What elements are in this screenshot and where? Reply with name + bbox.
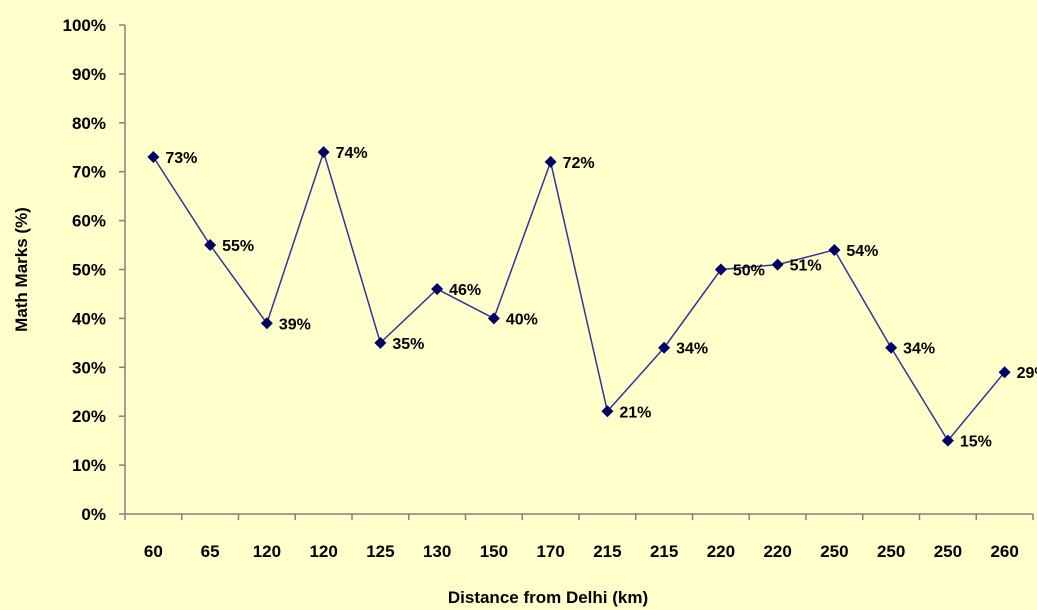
y-tick-labels: 0% 10% 20% 30% 40% 50% 60% 70% 80% 90% 100% (63, 16, 106, 524)
x-tick-label: 250 (934, 542, 962, 561)
diamond-icon (260, 317, 273, 330)
data-series (147, 146, 1011, 447)
x-tick-label: 215 (650, 542, 678, 561)
x-tick-label: 215 (593, 542, 621, 561)
diamond-icon (998, 366, 1011, 379)
y-tick-label: 20% (72, 407, 106, 426)
x-tick-label: 65 (201, 542, 220, 561)
diamond-icon (317, 146, 330, 159)
diamond-icon (658, 341, 671, 354)
y-tick-label: 40% (72, 309, 106, 328)
data-label: 40% (506, 311, 538, 328)
diamond-icon (204, 239, 217, 252)
diamond-icon (601, 405, 614, 418)
data-label: 46% (449, 282, 481, 299)
diamond-icon (431, 283, 444, 296)
y-tick-label: 80% (72, 114, 106, 133)
data-label: 51% (790, 258, 822, 275)
diamond-icon (941, 434, 954, 447)
x-tick-label: 150 (480, 542, 508, 561)
data-label: 54% (846, 243, 878, 260)
data-label: 29% (1017, 365, 1037, 382)
diamond-icon (487, 312, 500, 325)
x-tick-labels: 60 65 120 120 125 130 150 170 215 215 220 220 250 250… (144, 542, 1019, 561)
x-tick-label: 60 (144, 542, 163, 561)
y-tick-label: 30% (72, 358, 106, 377)
data-label: 55% (222, 238, 254, 255)
diamond-icon (885, 341, 898, 354)
data-label: 15% (960, 434, 992, 451)
diamond-icon (828, 243, 841, 256)
x-tick-label: 260 (990, 542, 1018, 561)
data-label: 73% (165, 150, 197, 167)
data-label: 34% (676, 341, 708, 358)
data-label: 72% (563, 155, 595, 172)
axes (119, 24, 1034, 520)
x-tick-label: 120 (253, 542, 281, 561)
diamond-icon (374, 336, 387, 349)
y-tick-label: 10% (72, 456, 106, 475)
data-label: 39% (279, 316, 311, 333)
y-tick-label: 100% (63, 16, 106, 35)
y-axis-title: Math Marks (%) (12, 207, 31, 332)
x-tick-label: 220 (707, 542, 735, 561)
y-tick-label: 70% (72, 163, 106, 182)
data-label: 34% (903, 341, 935, 358)
x-tick-label: 220 (763, 542, 791, 561)
y-tick-label: 60% (72, 212, 106, 231)
diamond-icon (771, 258, 784, 271)
data-label: 21% (619, 404, 651, 421)
y-tick-label: 90% (72, 65, 106, 84)
series-line (152, 149, 1006, 442)
x-tick-label: 250 (877, 542, 905, 561)
x-tick-label: 170 (536, 542, 564, 561)
x-axis-title: Distance from Delhi (km) (448, 588, 648, 607)
diamond-icon (544, 155, 557, 168)
data-label: 35% (392, 336, 424, 353)
x-tick-label: 130 (423, 542, 451, 561)
data-label: 74% (336, 145, 368, 162)
x-tick-label: 125 (366, 542, 394, 561)
diamond-icon (714, 263, 727, 276)
x-tick-label: 250 (820, 542, 848, 561)
data-labels: 73% 55% 39% 74% 35% 46% 40% 72% 21% 34% 50% 51% 54% 3… (165, 145, 1037, 451)
data-label: 50% (733, 263, 765, 280)
y-tick-label: 0% (81, 505, 106, 524)
diamond-icon (147, 151, 160, 164)
x-tick-label: 120 (309, 542, 337, 561)
y-tick-label: 50% (72, 261, 106, 280)
